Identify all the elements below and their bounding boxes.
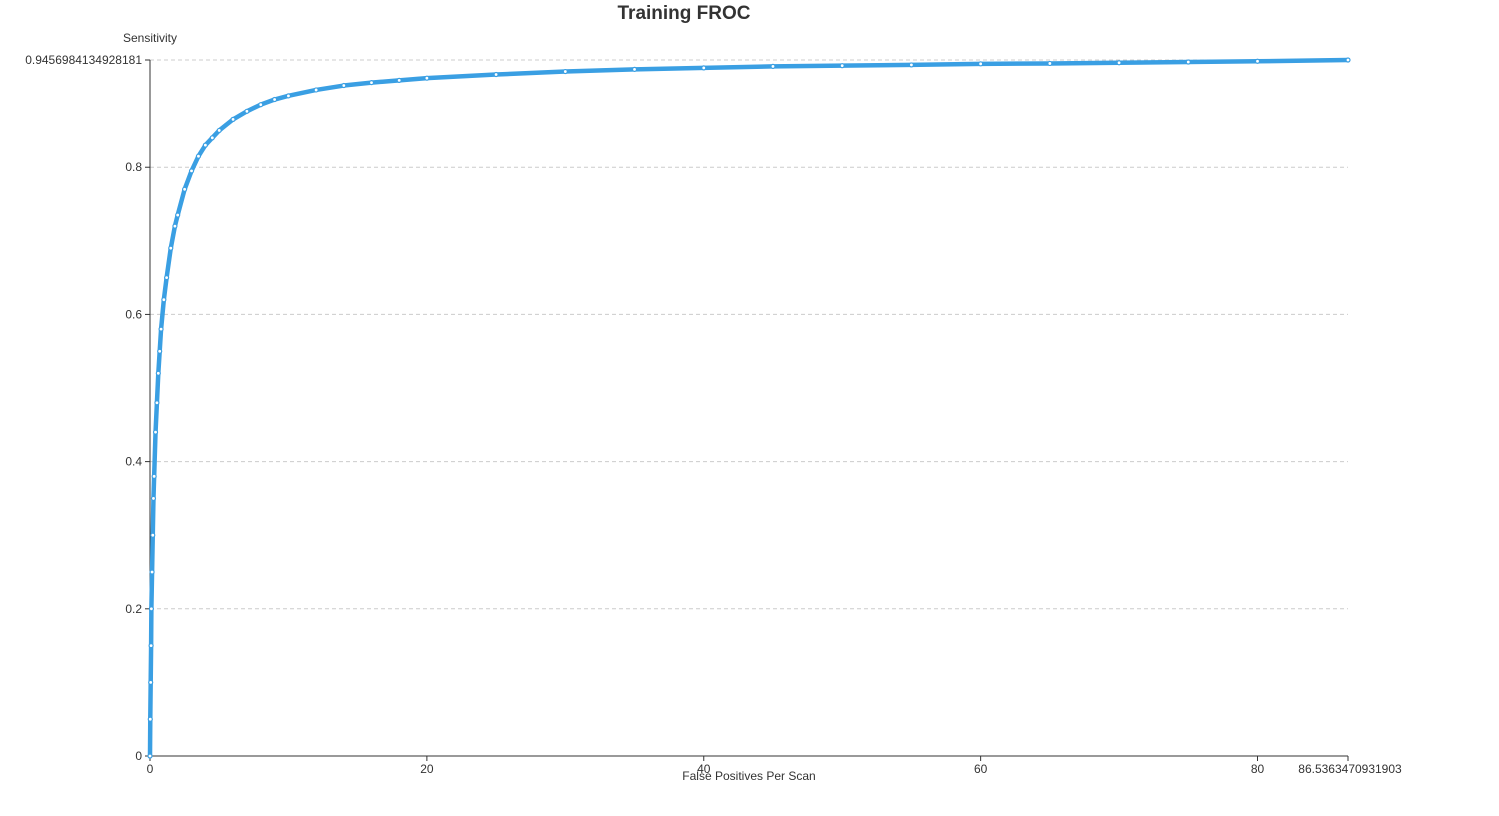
data-point-28 xyxy=(271,96,278,103)
data-point-37 xyxy=(631,66,638,72)
data-point-2 xyxy=(148,679,154,686)
data-point-27 xyxy=(258,102,264,108)
data-point-45 xyxy=(1185,59,1191,65)
data-point-23 xyxy=(209,135,215,141)
data-point-44 xyxy=(1116,60,1122,66)
data-point-6 xyxy=(150,532,156,538)
data-point-34 xyxy=(424,75,430,81)
data-point-3 xyxy=(148,643,154,649)
x-axis-name: False Positives Per Scan xyxy=(682,769,815,783)
x-tick-label-4: 80 xyxy=(1251,762,1265,776)
data-point-19 xyxy=(182,186,188,192)
data-point-8 xyxy=(151,473,157,479)
data-point-5 xyxy=(149,569,155,575)
data-point-7 xyxy=(150,495,157,502)
data-point-24 xyxy=(216,127,222,134)
chart-title: Training FROC xyxy=(618,3,751,24)
y-tick-label-2: 0.4 xyxy=(125,455,142,469)
data-point-13 xyxy=(158,326,164,332)
data-point-30 xyxy=(313,87,319,93)
data-point-26 xyxy=(244,108,250,114)
y-tick-label-3: 0.6 xyxy=(125,307,142,321)
axes xyxy=(145,59,1349,761)
x-tick-label-1: 20 xyxy=(420,762,434,776)
data-point-35 xyxy=(493,71,499,78)
series-line xyxy=(147,57,1351,759)
x-tick-label-max: 86.5363470931903 xyxy=(1298,762,1402,776)
data-point-39 xyxy=(770,63,776,70)
data-point-41 xyxy=(908,62,915,68)
data-point-0 xyxy=(147,753,153,759)
data-point-10 xyxy=(154,400,160,406)
data-point-21 xyxy=(195,153,202,159)
data-point-33 xyxy=(396,77,402,83)
data-point-16 xyxy=(168,245,174,251)
tick-labels: 0 20 40 60 80 86.5363470931903 0 0.2 0.4 0.6 0.8 0.… xyxy=(25,53,1402,776)
x-tick-label-3: 60 xyxy=(974,762,988,776)
data-point-25 xyxy=(230,116,236,122)
series-training-froc xyxy=(147,57,1351,759)
y-tick-label-0: 0 xyxy=(135,749,142,763)
data-point-18 xyxy=(175,212,181,218)
data-point-43 xyxy=(1047,60,1053,67)
data-point-46 xyxy=(1254,58,1261,64)
y-tick-label-1: 0.2 xyxy=(125,602,142,616)
data-point-11 xyxy=(155,370,161,376)
data-point-32 xyxy=(368,79,375,86)
x-tick-label-0: 0 xyxy=(147,762,154,776)
data-point-9 xyxy=(152,429,159,435)
grid-lines xyxy=(150,59,1348,610)
data-point-1 xyxy=(147,716,153,722)
data-point-40 xyxy=(839,63,845,69)
data-point-12 xyxy=(157,348,163,354)
data-point-15 xyxy=(164,275,170,281)
data-point-20 xyxy=(188,168,195,174)
x-tick-label-2: 40 xyxy=(697,762,711,776)
data-point-22 xyxy=(202,142,208,148)
data-point-31 xyxy=(341,82,347,89)
y-tick-label-max: 0.9456984134928181 xyxy=(25,53,142,67)
y-axis-name: Sensitivity xyxy=(123,31,177,45)
data-point-4 xyxy=(148,606,154,612)
data-point-47 xyxy=(1345,57,1351,63)
data-point-29 xyxy=(285,93,292,99)
data-point-14 xyxy=(161,297,167,303)
data-point-17 xyxy=(172,223,178,229)
data-point-38 xyxy=(701,65,707,71)
data-point-42 xyxy=(978,61,984,67)
y-tick-label-4: 0.8 xyxy=(125,160,142,174)
data-point-36 xyxy=(562,68,568,75)
